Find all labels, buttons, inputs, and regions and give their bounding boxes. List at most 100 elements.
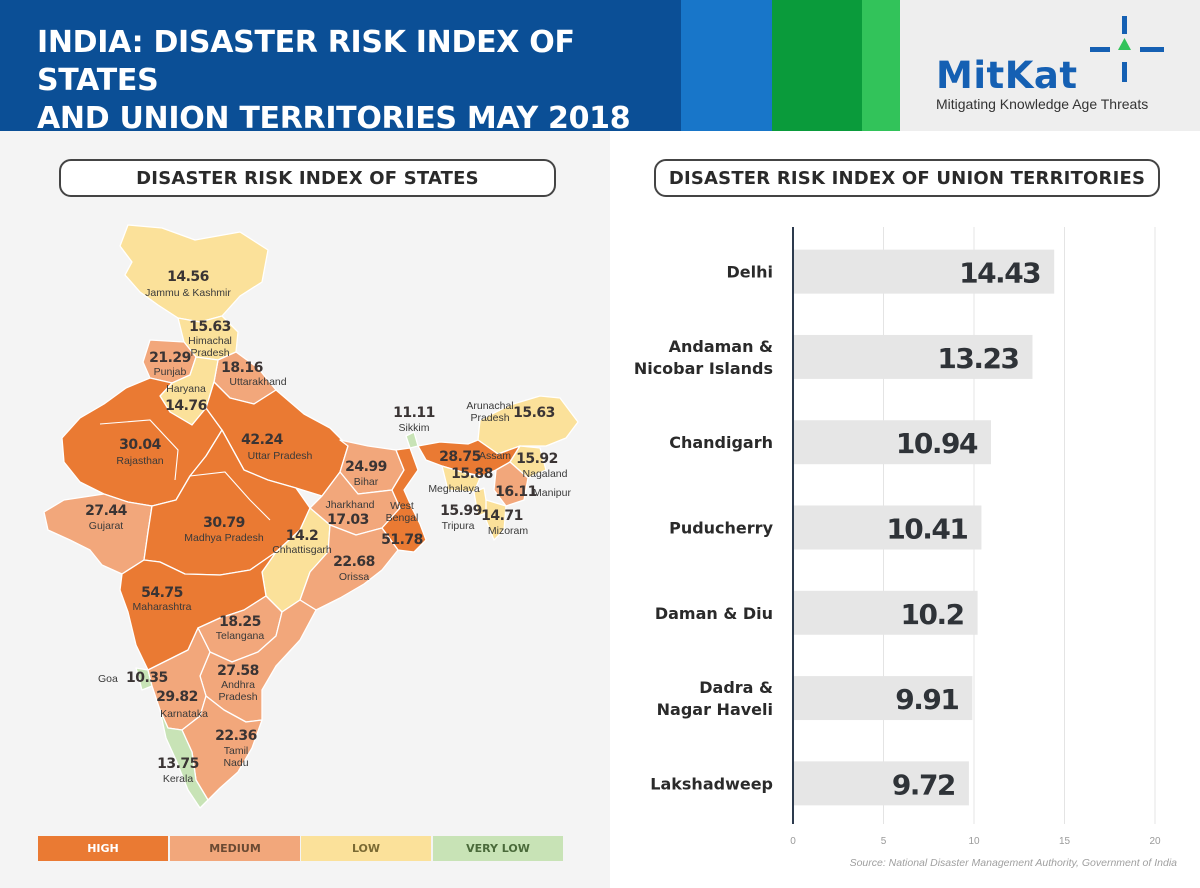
- chart-value-labels: 14.43 13.23 10.94 10.41 10.2 9.91 9.72: [886, 257, 1041, 802]
- legend-medium: MEDIUM: [170, 836, 300, 861]
- state-name-orissa: Orissa: [339, 571, 369, 583]
- ut-bar-chart: Delhi Andaman & Nicobar Islands Chandigarh P…: [634, 227, 1161, 847]
- state-name-manipur: Manipur: [533, 487, 571, 499]
- x-tick-label: 20: [1149, 836, 1161, 847]
- state-value-jharkhand: 17.03: [327, 512, 369, 528]
- state-value-goa: 10.35: [126, 670, 168, 686]
- state-name-bihar: Bihar: [354, 476, 379, 488]
- state-name-line: Himachal: [188, 335, 232, 347]
- logo: MitKat Mitigating Knowledge Age Threats: [900, 0, 1200, 131]
- value-label-dadra-nagar-haveli: 9.91: [895, 683, 958, 716]
- state-value-jammu-kashmir: 14.56: [167, 269, 209, 285]
- state-value-madhya-pradesh: 30.79: [203, 515, 245, 531]
- state-name-sikkim: Sikkim: [399, 422, 430, 434]
- state-name-line: West: [390, 500, 414, 512]
- map-state-borders: [99, 419, 271, 521]
- value-label-andaman-nicobar-islands: 13.23: [937, 342, 1018, 375]
- state-shape-sikkim: [405, 431, 419, 449]
- header-stripe-light-green: [862, 0, 900, 131]
- state-name-uttar-pradesh: Uttar Pradesh: [248, 450, 313, 462]
- category-label-puducherry: Puducherry: [669, 519, 773, 538]
- logo-wordmark: MitKat: [936, 54, 1078, 97]
- state-name-punjab: Punjab: [154, 366, 187, 378]
- state-name-jammu-kashmir: Jammu & Kashmir: [145, 287, 231, 299]
- state-name-line: Andhra: [221, 679, 255, 691]
- logo-tagline: Mitigating Knowledge Age Threats: [936, 96, 1149, 112]
- state-value-uttar-pradesh: 42.24: [241, 432, 284, 448]
- state-name-karnataka: Karnataka: [160, 708, 208, 720]
- state-name-chhattisgarh: Chhattisgarh: [272, 544, 332, 556]
- state-name-line: Bengal: [386, 512, 419, 524]
- value-label-delhi: 14.43: [959, 257, 1040, 290]
- state-value-punjab: 21.29: [149, 350, 191, 366]
- value-label-chandigarh: 10.94: [896, 427, 978, 460]
- category-label-daman-diu: Daman & Diu: [655, 604, 773, 623]
- state-value-tamil-nadu: 22.36: [215, 728, 257, 744]
- state-name-gujarat: Gujarat: [89, 520, 124, 532]
- chart-tick-labels: 0 5 10 15 20: [790, 836, 1161, 847]
- state-value-nagaland: 15.92: [516, 451, 558, 467]
- header-banner: INDIA: DISASTER RISK INDEX OF STATES AND…: [0, 0, 1200, 136]
- category-label-line: Dadra &: [699, 678, 773, 697]
- state-name-tripura: Tripura: [442, 520, 475, 532]
- state-name-tamil-nadu: Tamil Nadu: [223, 745, 248, 769]
- category-label-line: Lakshadweep: [650, 774, 773, 793]
- state-value-assam: 28.75: [439, 449, 481, 465]
- category-label-dadra-nagar-haveli: Dadra & Nagar Haveli: [657, 678, 773, 719]
- category-label-andaman-nicobar-islands: Andaman & Nicobar Islands: [634, 337, 773, 378]
- state-shape-kerala: [159, 709, 209, 809]
- state-name-jharkhand: Jharkhand: [325, 499, 374, 511]
- state-value-meghalaya: 15.88: [451, 466, 493, 482]
- state-value-uttarakhand: 18.16: [221, 360, 263, 376]
- x-tick-label: 10: [968, 836, 980, 847]
- chart-bars: [794, 249, 1055, 806]
- title-line-1: INDIA: DISASTER RISK INDEX OF STATES: [37, 25, 575, 98]
- category-label-delhi: Delhi: [727, 263, 774, 282]
- state-value-gujarat: 27.44: [85, 503, 128, 519]
- category-label-chandigarh: Chandigarh: [669, 433, 773, 452]
- state-value-west-bengal: 51.78: [381, 532, 423, 548]
- state-shape-manipur: [493, 461, 529, 507]
- state-name-line: Pradesh: [470, 412, 509, 424]
- state-name-mizoram: Mizoram: [488, 525, 529, 537]
- category-label-line: Chandigarh: [669, 433, 773, 452]
- state-value-arunachal-pradesh: 15.63: [513, 405, 555, 421]
- state-value-andhra-pradesh: 27.58: [217, 663, 259, 679]
- x-tick-label: 0: [790, 836, 796, 847]
- state-name-assam: Assam: [479, 450, 511, 462]
- header-stripe-green: [772, 0, 862, 131]
- bar-lakshadweep: [794, 761, 969, 806]
- header-stripe-blue: [681, 0, 772, 131]
- crosshair-logo-icon: [1090, 16, 1164, 82]
- source-note: Source: National Disaster Management Aut…: [849, 857, 1177, 869]
- x-tick-label: 15: [1059, 836, 1071, 847]
- state-name-meghalaya: Meghalaya: [428, 483, 480, 495]
- chart-category-labels: Delhi Andaman & Nicobar Islands Chandigarh P…: [634, 263, 774, 794]
- category-label-line: Nicobar Islands: [634, 359, 773, 378]
- value-label-puducherry: 10.41: [886, 513, 967, 546]
- page-title: INDIA: DISASTER RISK INDEX OF STATES AND…: [37, 24, 677, 138]
- value-label-daman-diu: 10.2: [901, 598, 964, 631]
- state-name-line: Pradesh: [218, 691, 257, 703]
- state-value-karnataka: 29.82: [156, 689, 198, 705]
- state-name-line: Arunachal: [466, 400, 513, 412]
- state-name-himachal-pradesh: Himachal Pradesh: [188, 335, 232, 359]
- legend-low: LOW: [301, 836, 431, 861]
- bar-delhi: [794, 249, 1055, 294]
- state-value-haryana: 14.76: [165, 398, 207, 414]
- state-name-line: Pradesh: [190, 347, 229, 359]
- title-line-2: AND UNION TERRITORIES MAY 2018: [37, 101, 631, 136]
- state-name-madhya-pradesh: Madhya Pradesh: [184, 532, 264, 544]
- value-label-lakshadweep: 9.72: [892, 768, 955, 801]
- state-value-orissa: 22.68: [333, 554, 375, 570]
- ut-section-title: DISASTER RISK INDEX OF UNION TERRITORIES: [654, 159, 1160, 197]
- state-name-line: Tamil: [224, 745, 249, 757]
- bar-dadra-nagar-haveli: [794, 676, 973, 721]
- state-value-kerala: 13.75: [157, 756, 199, 772]
- state-value-mizoram: 14.71: [481, 508, 523, 524]
- state-value-maharashtra: 54.75: [141, 585, 183, 601]
- x-tick-label: 5: [881, 836, 887, 847]
- state-name-uttarakhand: Uttarakhand: [229, 376, 286, 388]
